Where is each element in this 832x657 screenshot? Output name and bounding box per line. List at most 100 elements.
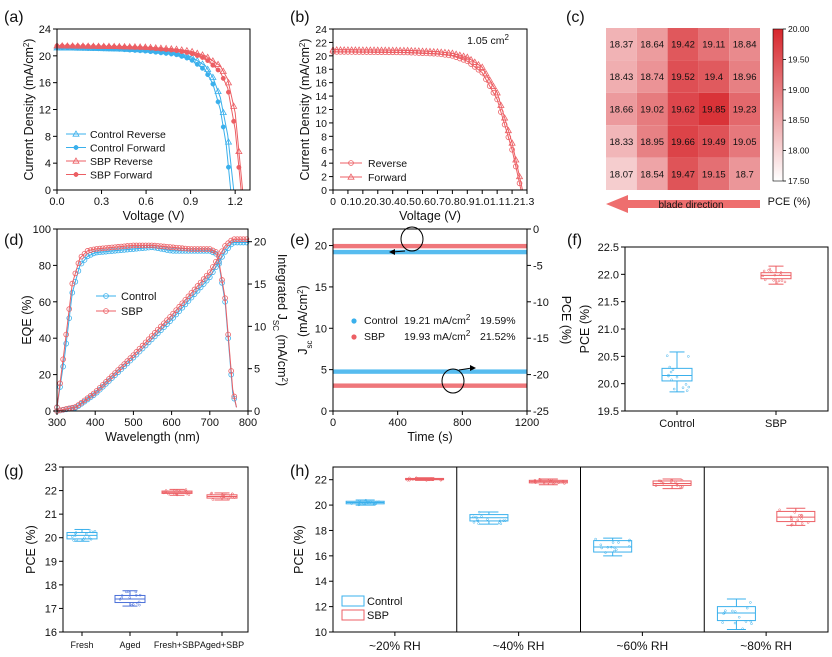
x-tick-label: 1.3 [520, 196, 535, 208]
data-point [456, 51, 464, 58]
data-point [207, 269, 213, 275]
y2-tick-label: 5 [254, 364, 260, 376]
data-point [203, 272, 210, 279]
legend-label: SBP [364, 331, 385, 343]
legend-label: Reverse [368, 158, 407, 170]
data-point [388, 46, 397, 53]
data-point [81, 250, 88, 257]
data-point [478, 63, 486, 70]
data-point [798, 514, 801, 517]
data-point [124, 246, 131, 253]
data-point [425, 479, 428, 482]
panel-label: (g) [4, 463, 24, 480]
data-point [75, 260, 82, 267]
legend-label: Control [121, 291, 156, 303]
data-point [733, 621, 737, 625]
data-point [200, 54, 205, 60]
data-point [243, 236, 250, 242]
x-tick-label: ~80% RH [740, 639, 792, 653]
data-point [231, 492, 234, 496]
data-point [594, 537, 597, 541]
data-point [118, 243, 124, 250]
data-point [224, 78, 233, 86]
data-point [670, 378, 673, 382]
data-point [85, 43, 91, 49]
x-tick-label: 800 [453, 417, 471, 429]
data-point [671, 368, 675, 372]
data-point [237, 236, 244, 242]
data-point [675, 482, 679, 486]
data-point [173, 307, 179, 313]
data-point [63, 340, 69, 347]
y-tick-label: 20 [45, 533, 57, 545]
data-point [133, 245, 140, 252]
panel-label: (a) [4, 9, 24, 26]
data-point [744, 620, 748, 623]
data-point [103, 248, 109, 255]
data-point [200, 65, 205, 71]
x-tick-label: Control [659, 418, 694, 430]
y-tick-label: 60 [39, 297, 51, 309]
x-tick-label: ~60% RH [617, 639, 669, 653]
data-point [411, 478, 415, 481]
data-point [164, 243, 170, 250]
legend-pce: 19.59% [480, 315, 516, 327]
heat-value: 19.47 [671, 169, 695, 180]
data-point [197, 279, 204, 286]
data-point [145, 336, 152, 343]
data-point [411, 47, 419, 54]
data-point [170, 310, 176, 317]
y-tick-label: 20.5 [598, 351, 619, 363]
y-tick-label: 12 [39, 105, 51, 117]
data-point [151, 330, 158, 336]
data-point [613, 546, 616, 549]
y-tick-label: 0 [321, 406, 327, 418]
data-point [179, 49, 185, 54]
data-point [161, 243, 167, 250]
data-point [185, 490, 188, 493]
data-point [474, 60, 483, 68]
y-tick-label: 0 [321, 185, 327, 197]
data-point [604, 551, 607, 554]
legend-box [341, 595, 365, 607]
data-point [340, 46, 348, 53]
y-tick-label: 10 [315, 323, 327, 335]
data-point [769, 270, 773, 273]
data-point [344, 46, 352, 53]
heat-value: 18.37 [610, 40, 634, 51]
y-axis-label: Current Density (mA/cm2) [22, 39, 37, 181]
data-point [243, 239, 250, 246]
data-point [134, 590, 138, 594]
legend-marker [72, 157, 80, 164]
data-point [504, 519, 507, 522]
data-point [179, 300, 186, 307]
x-tick-label: 1.0 [475, 196, 490, 208]
y-tick-label: 100 [33, 224, 51, 236]
heat-value: 18.96 [733, 72, 757, 83]
data-point [188, 290, 195, 296]
heat-cell [729, 28, 760, 61]
data-point [667, 373, 670, 377]
heat-cell [698, 125, 730, 158]
data-point [139, 242, 146, 249]
data-point [373, 503, 377, 506]
data-point [749, 601, 752, 604]
data-point [148, 333, 155, 339]
data-point [96, 43, 102, 49]
data-point [93, 530, 97, 533]
data-point [606, 545, 610, 549]
data-point [745, 606, 749, 610]
data-point [205, 58, 211, 63]
series-line [332, 49, 523, 191]
y2-tick-label: 0 [533, 224, 539, 236]
data-point [777, 279, 781, 283]
data-point [669, 370, 673, 374]
data-point [191, 246, 198, 252]
heat-value: 19.66 [671, 137, 695, 148]
data-point [477, 510, 481, 514]
x-tick-label: Fresh [70, 640, 93, 650]
data-point [615, 548, 618, 551]
data-point [63, 331, 69, 338]
data-point [69, 289, 76, 296]
data-point [216, 253, 222, 260]
